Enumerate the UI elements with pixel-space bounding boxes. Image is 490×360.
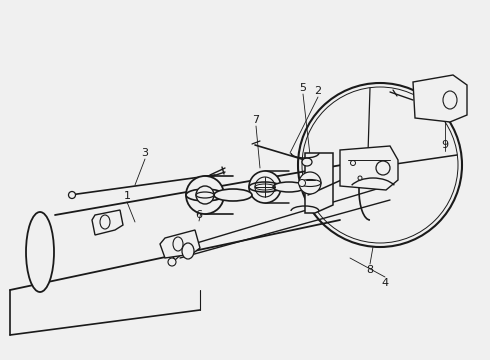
- Ellipse shape: [186, 176, 224, 214]
- Ellipse shape: [196, 192, 214, 198]
- Text: 5: 5: [299, 83, 307, 93]
- Polygon shape: [160, 230, 200, 258]
- Ellipse shape: [299, 172, 321, 194]
- Ellipse shape: [376, 161, 390, 175]
- Ellipse shape: [173, 237, 183, 251]
- Ellipse shape: [168, 258, 176, 266]
- Ellipse shape: [100, 215, 110, 229]
- Ellipse shape: [443, 91, 457, 109]
- Text: 7: 7: [252, 115, 260, 125]
- Ellipse shape: [26, 212, 54, 292]
- Text: 1: 1: [123, 191, 130, 201]
- Ellipse shape: [249, 182, 281, 192]
- Polygon shape: [340, 146, 398, 190]
- Polygon shape: [413, 75, 467, 122]
- Ellipse shape: [186, 189, 224, 201]
- Ellipse shape: [273, 182, 305, 192]
- Text: 2: 2: [315, 86, 321, 96]
- Ellipse shape: [298, 180, 305, 186]
- Text: 4: 4: [381, 278, 389, 288]
- Ellipse shape: [214, 189, 252, 201]
- Ellipse shape: [182, 243, 194, 259]
- Text: 8: 8: [367, 265, 373, 275]
- Text: 9: 9: [441, 140, 448, 150]
- Ellipse shape: [249, 171, 281, 203]
- Polygon shape: [92, 210, 123, 235]
- Text: 3: 3: [142, 148, 148, 158]
- Ellipse shape: [350, 161, 356, 166]
- Text: 6: 6: [196, 210, 202, 220]
- Ellipse shape: [196, 186, 214, 204]
- Ellipse shape: [69, 192, 75, 198]
- Ellipse shape: [302, 158, 312, 166]
- Polygon shape: [305, 153, 333, 213]
- Ellipse shape: [358, 176, 362, 180]
